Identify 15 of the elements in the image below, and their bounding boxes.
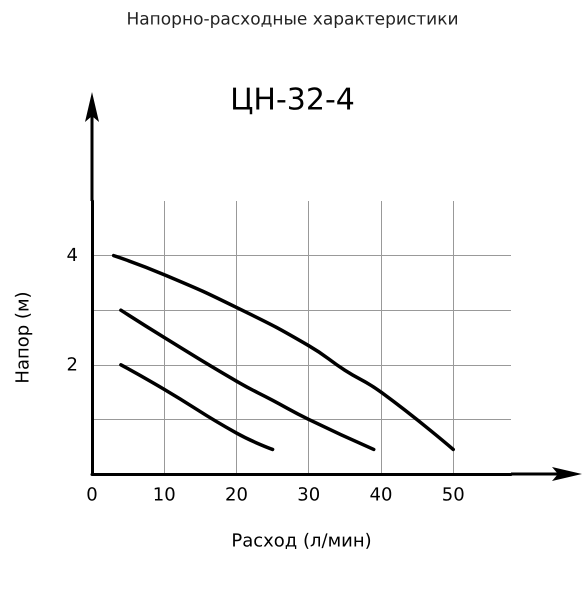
x-tick-label: 10 bbox=[152, 484, 176, 506]
line-series bbox=[119, 308, 376, 452]
y-axis-title: Напор (м) bbox=[12, 291, 34, 384]
x-tick-label: 20 bbox=[225, 484, 248, 506]
x-tick-label: 40 bbox=[370, 484, 392, 506]
chart-subtitle: ЦН-32-4 bbox=[230, 82, 355, 118]
x-tick-label: 50 bbox=[442, 484, 465, 506]
line-series bbox=[112, 254, 455, 452]
y-tick-label: 2 bbox=[66, 354, 78, 376]
line-series bbox=[119, 363, 274, 452]
x-axis-title: Расход (л/мин) bbox=[231, 530, 372, 552]
x-tick-label: 30 bbox=[297, 484, 320, 506]
chart-title: Напорно-расходные характеристики bbox=[126, 10, 459, 30]
x-tick-label: 0 bbox=[86, 484, 98, 506]
y-tick-label: 4 bbox=[66, 245, 78, 266]
